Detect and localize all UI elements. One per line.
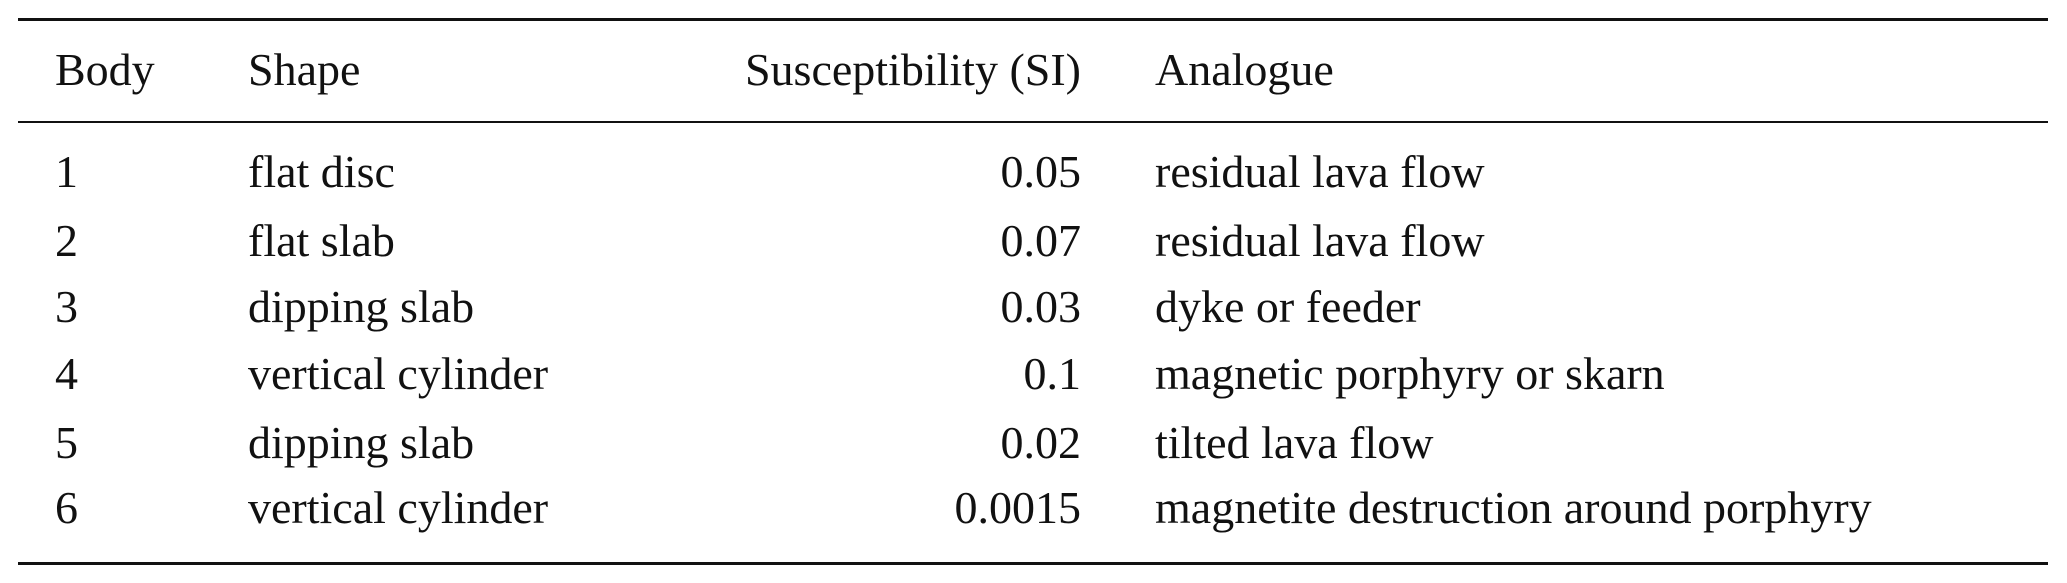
table-row: 6 vertical cylinder 0.0015 magnetite destru…	[0, 474, 2067, 541]
header-body: Body	[55, 44, 155, 95]
header-analogue: Analogue	[1155, 44, 1334, 95]
cell-analogue: residual lava flow	[1155, 146, 1485, 197]
cell-susceptibility: 0.0015	[954, 482, 1082, 533]
cell-analogue: dyke or feeder	[1155, 281, 1421, 332]
header-shape: Shape	[248, 44, 361, 95]
cell-body: 5	[55, 417, 78, 468]
table-row: 2 flat slab 0.07 residual lava flow	[0, 207, 2067, 274]
cell-susceptibility: 0.03	[1000, 281, 1082, 332]
cell-susceptibility: 0.1	[1023, 348, 1082, 399]
cell-susceptibility: 0.05	[1000, 146, 1082, 197]
cell-body: 2	[55, 215, 78, 266]
table-header: Body Shape Susceptibility (SI) Analogue	[0, 36, 2067, 103]
bottom-rule	[18, 562, 2048, 565]
cell-shape: vertical cylinder	[248, 348, 549, 399]
table-row: 1 flat disc 0.05 residual lava flow	[0, 138, 2067, 205]
table-row: 4 vertical cylinder 0.1 magnetic porphyry o…	[0, 340, 2067, 407]
cell-analogue: magnetic porphyry or skarn	[1155, 348, 1665, 399]
cell-susceptibility: 0.07	[1000, 215, 1082, 266]
cell-body: 6	[55, 482, 78, 533]
header-rule	[18, 121, 2048, 123]
cell-body: 4	[55, 348, 78, 399]
table-row: 3 dipping slab 0.03 dyke or feeder	[0, 273, 2067, 340]
cell-analogue: tilted lava flow	[1155, 417, 1434, 468]
cell-body: 3	[55, 281, 78, 332]
top-rule	[18, 18, 2048, 21]
cell-shape: flat slab	[248, 215, 395, 266]
cell-body: 1	[55, 146, 78, 197]
cell-analogue: magnetite destruction around porphyry	[1155, 482, 1872, 533]
table-row: 5 dipping slab 0.02 tilted lava flow	[0, 409, 2067, 476]
cell-susceptibility: 0.02	[1000, 417, 1082, 468]
cell-shape: vertical cylinder	[248, 482, 549, 533]
cell-shape: dipping slab	[248, 417, 475, 468]
cell-shape: dipping slab	[248, 281, 475, 332]
cell-analogue: residual lava flow	[1155, 215, 1485, 266]
cell-shape: flat disc	[248, 146, 395, 197]
header-susceptibility: Susceptibility (SI)	[744, 44, 1081, 95]
